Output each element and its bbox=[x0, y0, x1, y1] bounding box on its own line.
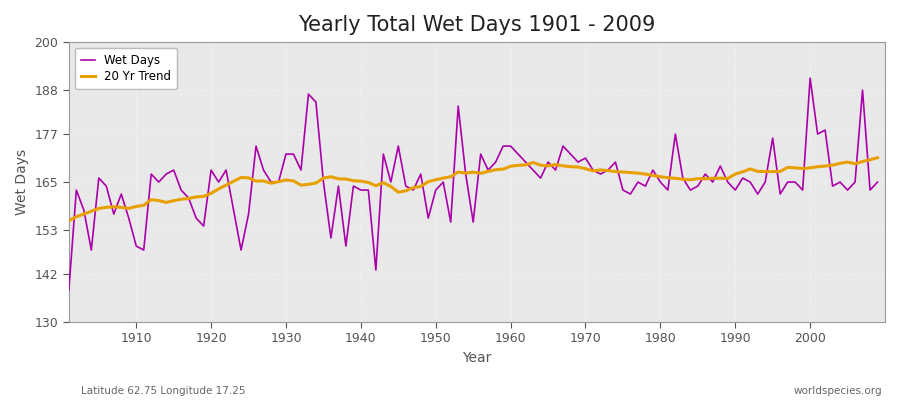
20 Yr Trend bbox=[498, 167, 508, 172]
Wet Days bbox=[63, 288, 74, 292]
Legend: Wet Days, 20 Yr Trend: Wet Days, 20 Yr Trend bbox=[75, 48, 177, 89]
Title: Yearly Total Wet Days 1901 - 2009: Yearly Total Wet Days 1901 - 2009 bbox=[298, 15, 655, 35]
Wet Days bbox=[288, 152, 299, 156]
Wet Days bbox=[595, 172, 606, 176]
Wet Days bbox=[498, 144, 508, 148]
Text: Latitude 62.75 Longitude 17.25: Latitude 62.75 Longitude 17.25 bbox=[81, 386, 246, 396]
Wet Days bbox=[123, 216, 134, 220]
20 Yr Trend bbox=[595, 168, 606, 172]
Text: worldspecies.org: worldspecies.org bbox=[794, 386, 882, 396]
20 Yr Trend bbox=[123, 206, 134, 211]
20 Yr Trend bbox=[288, 178, 299, 183]
20 Yr Trend bbox=[505, 164, 516, 169]
Wet Days bbox=[505, 144, 516, 148]
20 Yr Trend bbox=[333, 176, 344, 181]
Wet Days bbox=[333, 184, 344, 188]
Line: 20 Yr Trend: 20 Yr Trend bbox=[68, 158, 878, 221]
20 Yr Trend bbox=[63, 218, 74, 223]
Wet Days bbox=[805, 76, 815, 80]
20 Yr Trend bbox=[872, 155, 883, 160]
Y-axis label: Wet Days: Wet Days bbox=[15, 149, 29, 215]
Wet Days bbox=[872, 180, 883, 184]
X-axis label: Year: Year bbox=[463, 351, 491, 365]
Line: Wet Days: Wet Days bbox=[68, 78, 878, 290]
